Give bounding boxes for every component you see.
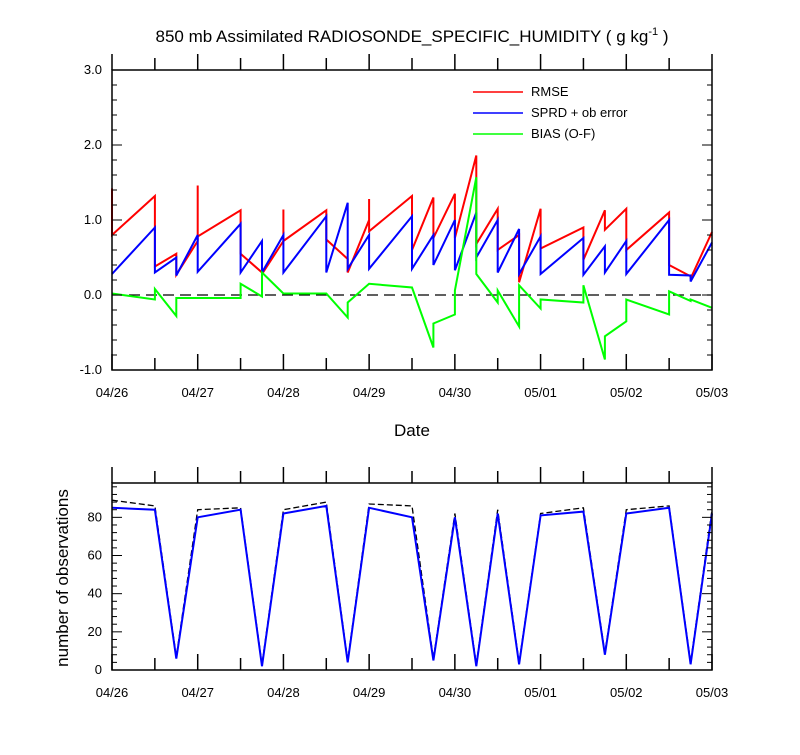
x-tick-label: 04/26	[96, 385, 129, 400]
y-tick-label: 80	[88, 509, 102, 524]
x-tick-label: 04/30	[439, 685, 472, 700]
series-line-possible	[111, 499, 713, 665]
x-tick-label: 04/26	[96, 685, 129, 700]
plot-border	[111, 482, 713, 671]
series-line-sprd-ob-error	[111, 202, 713, 282]
top-plot-frame: -1.0 0.0 1.0 2.0 3.0 04/26 04/27 04/28 04/29 04/3…	[80, 54, 729, 400]
legend-label: RMSE	[531, 84, 569, 99]
series-line-used	[111, 504, 713, 667]
x-tick-label: 05/03	[696, 385, 729, 400]
x-axis-title: Date	[394, 421, 430, 440]
x-tick-label: 04/28	[267, 385, 300, 400]
y-tick-label: -1.0	[80, 362, 102, 377]
x-tick-label: 04/29	[353, 385, 386, 400]
y-tick-label: 3.0	[84, 62, 102, 77]
x-tick-label: 05/03	[696, 685, 729, 700]
top-plot-series	[111, 155, 713, 360]
x-tick-label: 05/02	[610, 385, 643, 400]
x-tick-label: 05/01	[524, 685, 557, 700]
legend-label: SPRD + ob error	[531, 105, 628, 120]
bottom-plot-series	[111, 499, 713, 667]
x-tick-label: 04/27	[181, 385, 214, 400]
y-tick-label: 2.0	[84, 137, 102, 152]
y-tick-label: 60	[88, 548, 102, 563]
y-tick-label: 40	[88, 586, 102, 601]
series-line-bias-o-f	[111, 177, 713, 360]
bottom-plot-frame: 0 20 40 60 80 04/26 04/27 04/28 04/29 04/30 05/01 0…	[88, 467, 729, 700]
x-tick-label: 05/02	[610, 685, 643, 700]
chart-title: 850 mb Assimilated RADIOSONDE_SPECIFIC_H…	[156, 26, 669, 46]
x-tick-label: 05/01	[524, 385, 557, 400]
x-tick-label: 04/27	[181, 685, 214, 700]
y-tick-label: 0	[95, 662, 102, 677]
y-tick-label: 1.0	[84, 212, 102, 227]
x-tick-label: 04/29	[353, 685, 386, 700]
chart-title-end: )	[658, 27, 668, 46]
chart-title-main: 850 mb Assimilated RADIOSONDE_SPECIFIC_H…	[156, 27, 649, 46]
y-tick-label: 0.0	[84, 287, 102, 302]
x-tick-label: 04/30	[439, 385, 472, 400]
y-tick-label: 20	[88, 624, 102, 639]
chart-title-superscript: -1	[648, 26, 658, 38]
legend: RMSE SPRD + ob error BIAS (O-F)	[473, 84, 628, 141]
legend-label: BIAS (O-F)	[531, 126, 595, 141]
x-tick-label: 04/28	[267, 685, 300, 700]
y-axis-title-observations: number of observations	[53, 489, 72, 667]
